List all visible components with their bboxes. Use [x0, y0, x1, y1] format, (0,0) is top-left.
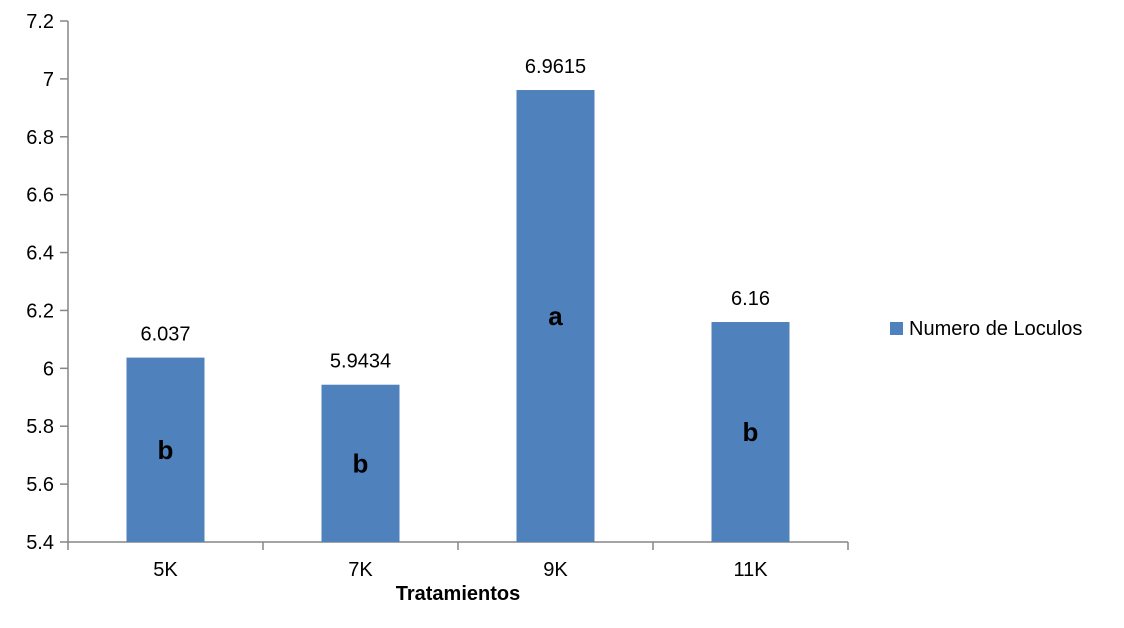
value-label: 6.037 [140, 324, 190, 346]
x-tick-label: 9K [543, 559, 568, 581]
group-letter: b [743, 417, 759, 447]
data-labels: 6.037 b 5.9434 b 6.9615 a 6.16 b [140, 56, 770, 478]
value-label: 6.16 [731, 288, 770, 310]
bar-11K [711, 322, 790, 542]
y-tick-label: 6.8 [26, 127, 54, 149]
y-tick-label: 5.4 [26, 532, 54, 554]
legend-swatch [890, 322, 903, 335]
group-letter: a [548, 301, 563, 331]
bars [126, 90, 790, 542]
value-label: 5.9434 [330, 351, 391, 373]
y-tick-label: 5.8 [26, 416, 54, 438]
y-tick-label: 6 [43, 358, 54, 380]
value-label: 6.9615 [525, 56, 586, 78]
group-letter: b [158, 435, 174, 465]
y-tick-label: 6.4 [26, 243, 54, 265]
x-tick-label: 5K [153, 559, 178, 581]
y-tick-label: 7.2 [26, 11, 54, 33]
x-axis-title: Tratamientos [396, 583, 520, 605]
x-tick-label: 11K [733, 559, 768, 581]
y-tick-label: 5.6 [26, 474, 54, 496]
y-tick-label: 7 [43, 69, 54, 91]
legend: Numero de Loculos [890, 318, 1082, 340]
y-tick-label: 6.2 [26, 300, 54, 322]
bar-7K [321, 384, 400, 542]
y-axis: 5.4 5.6 5.8 6 6.2 6.4 6.6 6.8 7 7.2 [26, 11, 69, 554]
group-letter: b [353, 448, 369, 478]
x-tick-label: 7K [348, 559, 373, 581]
bar-9K [516, 90, 595, 542]
x-axis: 5K 7K 9K 11K [67, 541, 849, 581]
legend-label: Numero de Loculos [909, 318, 1082, 340]
y-tick-label: 6.6 [26, 185, 54, 207]
bar-5K [126, 357, 205, 542]
